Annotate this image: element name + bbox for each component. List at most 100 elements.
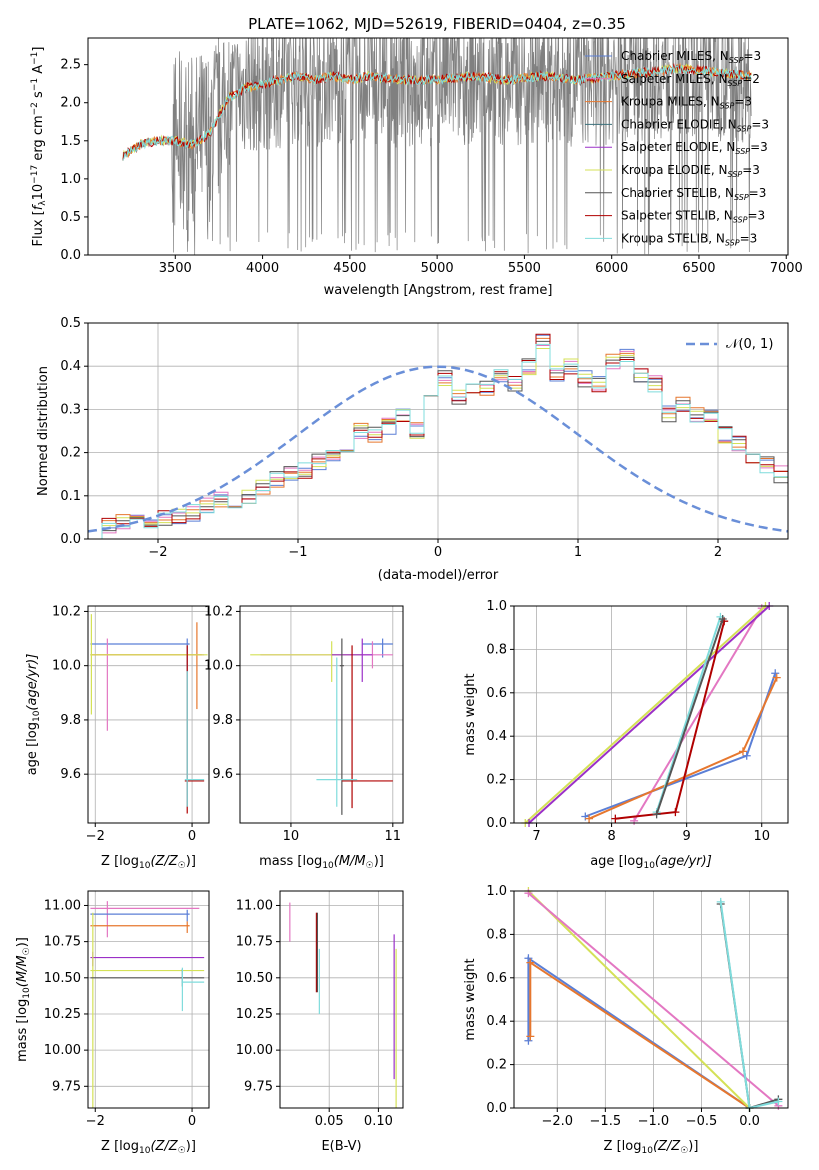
spectrum-plot-area: [122, 38, 752, 255]
axis-label-part: (age/yr)]: [655, 854, 712, 869]
y-tick-label: 1.0: [486, 884, 507, 899]
x-axis-label: age [log10(age/yr)]: [590, 854, 712, 871]
x-tick-label: −1: [288, 545, 307, 560]
series-marker: [771, 669, 780, 678]
y-tick-label: 10.25: [44, 1007, 81, 1022]
legend-entry: Kroupa MILES, NSSP=3: [621, 95, 752, 111]
y-tick-label: 9.6: [60, 767, 81, 782]
data-spectrum-line: [122, 38, 752, 255]
y-axis-label-part: −17: [30, 165, 40, 184]
axis-label-part: (Z/Z: [150, 1139, 178, 1154]
axis-label-part: ☉: [366, 861, 374, 871]
axis-label-part: (Z/Z: [150, 854, 178, 869]
legend-entry-name: Kroupa ELODIE, N: [621, 163, 728, 177]
y-axis-label: age [log10(age/yr)]: [25, 654, 42, 776]
legend-entry-suffix: =2: [742, 72, 760, 86]
legend-entry-sub: SSP: [725, 238, 740, 247]
y-tick-label: 0.2: [486, 1058, 507, 1073]
x-axis-label: Z [log10(Z/Z☉)]: [101, 854, 196, 871]
legend-entry-name: Kroupa STELIB, N: [621, 231, 725, 245]
y-axis-label-part: λ: [38, 200, 48, 206]
y-tick-label: 10.50: [236, 971, 273, 986]
x-tick-label: 7: [532, 829, 540, 844]
axis-label-part: (M/M: [334, 854, 366, 869]
axis-label-part: age [log: [590, 854, 643, 869]
legend-entry: Chabrier STELIB, NSSP=3: [621, 186, 766, 202]
histogram-step-line: [88, 343, 788, 539]
axis-label-part: ☉: [178, 1146, 186, 1156]
x-axis-label: mass [log10(M/M☉)]: [259, 854, 384, 871]
legend-entry: Salpeter MILES, NSSP=2: [621, 72, 760, 88]
legend-entry-sub: SSP: [720, 102, 735, 111]
y-tick-label: 9.75: [244, 1079, 273, 1094]
axis-label-part: 10: [22, 987, 32, 999]
legend-entry: Chabrier MILES, NSSP=3: [621, 49, 761, 65]
axis-label-part: Z [log: [101, 854, 139, 869]
series-line: [633, 607, 763, 822]
x-tick-label: 5500: [508, 261, 541, 276]
axes-frame: [87, 605, 210, 824]
axes-frame: [279, 890, 404, 1109]
x-tick-label: 10: [753, 829, 770, 844]
y-tick-label: 11.00: [236, 898, 273, 913]
errorbar-area: [250, 638, 393, 815]
legend-entry-name: Salpeter MILES, N: [621, 72, 728, 86]
axes-frame: [513, 890, 789, 1109]
legend-entry-sub: SSP: [735, 147, 750, 156]
legend-entry-sub: SSP: [737, 124, 752, 133]
legend-entry-name: Chabrier MILES, N: [621, 49, 729, 63]
y-axis-label: mass [log10(M/M☉)]: [15, 937, 32, 1062]
series-marker: [718, 615, 727, 624]
legend-entry-suffix: =3: [743, 49, 761, 63]
axis-label-part: mass [log: [15, 999, 30, 1062]
legend-entry-name: Salpeter ELODIE, N: [621, 140, 735, 154]
x-tick-label: 0: [188, 1114, 196, 1129]
series-marker: [524, 1036, 533, 1045]
histogram-area: [88, 333, 788, 539]
y-tick-label: 0.8: [486, 927, 507, 942]
legend-entry-name: Chabrier ELODIE, N: [621, 117, 737, 131]
y-axis-label: Normed distribution: [36, 366, 51, 496]
series-line: [655, 618, 724, 815]
x-tick-label: 6500: [682, 261, 715, 276]
x-tick-label: 0.10: [364, 1114, 393, 1129]
x-tick-label: 11: [385, 829, 402, 844]
x-tick-label: −1.5: [590, 1114, 622, 1129]
series-line: [655, 616, 722, 813]
y-axis-label: mass weight: [463, 958, 478, 1040]
x-axis-label: Z [log10(Z/Z☉)]: [604, 1139, 699, 1156]
series-marker: [526, 1032, 535, 1041]
legend-entry-suffix: =3: [742, 163, 760, 177]
y-tick-label: 0.8: [486, 642, 507, 657]
x-tick-label: 9: [683, 829, 691, 844]
y-tick-label: 0.1: [60, 489, 81, 504]
axis-label-part: 10: [643, 861, 655, 871]
axes-frame: [239, 605, 404, 824]
panel-spectrum: 3500 4000 4500 5000 5500 6000 6500 7000 0.0 0.5 1.…: [30, 37, 803, 298]
x-tick-label: 4500: [333, 261, 366, 276]
series-marker: [742, 751, 751, 760]
series-marker: [738, 747, 747, 756]
series-line: [529, 960, 751, 1109]
y-axis-label-part: s: [31, 91, 46, 102]
x-tick-label: 0.0: [739, 1114, 760, 1129]
series-line: [528, 605, 770, 824]
model-spectrum-line: [122, 64, 752, 161]
y-tick-label: 11.00: [44, 898, 81, 913]
y-tick-label: 2.0: [60, 96, 81, 111]
errorbar-area: [289, 902, 397, 1108]
y-tick-label: 0.2: [486, 773, 507, 788]
panel-mass-vs-EBV: 0.05 0.10 9.75 10.00 10.25 10.50 10.75 11.00 E(B…: [236, 890, 404, 1154]
series-marker: [526, 958, 535, 967]
legend-entry: Kroupa STELIB, NSSP=3: [621, 231, 757, 247]
y-tick-label: 9.6: [212, 767, 233, 782]
series-marker: [772, 673, 781, 682]
legend-entry: Salpeter STELIB, NSSP=3: [621, 209, 765, 225]
figure-title: PLATE=1062, MJD=52619, FIBERID=0404, z=0…: [248, 15, 626, 33]
x-tick-label: 7000: [770, 261, 803, 276]
y-axis-label-part: Flux [: [31, 210, 46, 246]
normal-distribution-curve: [88, 365, 788, 533]
axis-label-part: 10: [641, 1146, 653, 1156]
y-tick-label: 0.0: [60, 248, 81, 263]
y-tick-label: 10.00: [44, 1043, 81, 1058]
